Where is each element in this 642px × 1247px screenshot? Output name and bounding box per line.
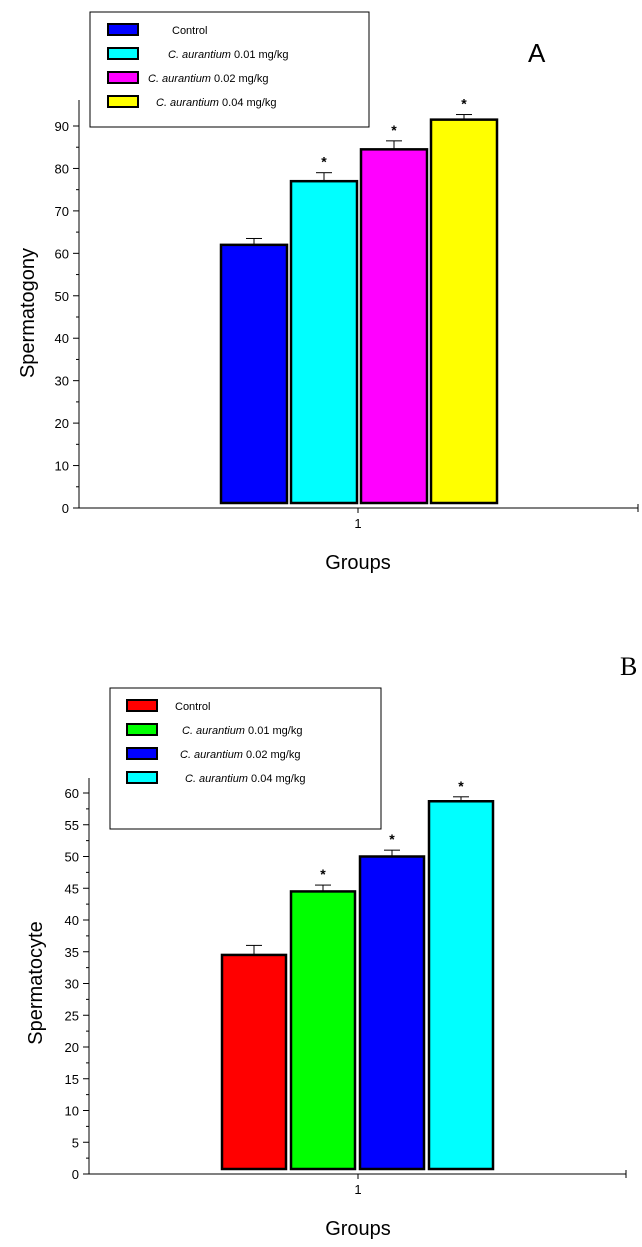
- legend-label: C. aurantium 0.04 mg/kg: [156, 97, 276, 109]
- y-tick-label: 15: [65, 1072, 79, 1087]
- legend: Control C. aurantium 0.01 mg/kg C. auranti…: [89, 11, 370, 128]
- bar-4: [429, 118, 499, 505]
- legend-swatch-1: [126, 699, 158, 712]
- bar-3: [358, 855, 426, 1171]
- x-tick-label: 1: [354, 516, 361, 531]
- y-tick-label: 20: [55, 416, 69, 431]
- y-tick-label: 60: [55, 246, 69, 261]
- y-tick-label: 50: [65, 850, 79, 865]
- y-tick-label: 50: [55, 289, 69, 304]
- bar-2: [289, 179, 359, 505]
- legend-swatch-2: [126, 723, 158, 736]
- y-tick-label: 0: [72, 1167, 79, 1182]
- y-tick-label: 5: [72, 1135, 79, 1150]
- y-tick-label: 60: [65, 786, 79, 801]
- y-tick-label: 40: [55, 331, 69, 346]
- bar-1: [220, 953, 288, 1171]
- panel-label: B: [620, 652, 637, 681]
- y-tick-label: 40: [65, 913, 79, 928]
- legend: Control C. aurantium 0.01 mg/kg C. auranti…: [109, 687, 382, 830]
- legend-label: C. aurantium 0.02 mg/kg: [148, 73, 268, 85]
- y-tick-label: 25: [65, 1008, 79, 1023]
- legend-swatch-4: [126, 771, 158, 784]
- y-tick-label: 70: [55, 204, 69, 219]
- bar-1: [219, 243, 289, 505]
- legend-label: Control: [175, 701, 210, 713]
- legend-label: Control: [172, 25, 207, 37]
- x-tick-label: 1: [354, 1182, 361, 1197]
- significance-star: *: [391, 122, 397, 138]
- legend-label: C. aurantium 0.01 mg/kg: [182, 725, 302, 737]
- y-tick-label: 20: [65, 1040, 79, 1055]
- y-tick-label: 90: [55, 119, 69, 134]
- legend-label: C. aurantium 0.04 mg/kg: [185, 773, 305, 785]
- legend-swatch-2: [107, 47, 139, 60]
- y-tick-label: 10: [55, 459, 69, 474]
- legend-label: C. aurantium 0.02 mg/kg: [180, 749, 300, 761]
- y-tick-label: 45: [65, 881, 79, 896]
- legend-swatch-3: [126, 747, 158, 760]
- legend-label: C. aurantium 0.01 mg/kg: [168, 49, 288, 61]
- y-tick-label: 55: [65, 818, 79, 833]
- y-tick-label: 30: [55, 374, 69, 389]
- y-tick-label: 80: [55, 161, 69, 176]
- y-tick-label: 0: [62, 501, 69, 516]
- legend-swatch-3: [107, 71, 139, 84]
- x-axis-label: Groups: [325, 1218, 391, 1240]
- y-axis-label: Spermatocyte: [25, 921, 47, 1044]
- significance-star: *: [389, 831, 395, 847]
- y-tick-label: 30: [65, 977, 79, 992]
- y-axis-label: Spermatogony: [17, 248, 39, 378]
- significance-star: *: [458, 778, 464, 794]
- significance-star: *: [461, 96, 467, 112]
- legend-swatch-1: [107, 23, 139, 36]
- significance-star: *: [320, 866, 326, 882]
- y-tick-label: 10: [65, 1104, 79, 1119]
- bar-3: [359, 148, 429, 505]
- y-tick-label: 35: [65, 945, 79, 960]
- significance-star: *: [321, 154, 327, 170]
- x-axis-label: Groups: [325, 552, 391, 574]
- bar-2: [289, 890, 357, 1171]
- panel-label: A: [528, 38, 546, 68]
- legend-swatch-4: [107, 95, 139, 108]
- chart-a: 0 10 20 30 40 50 60 70 80 90 1 * * * Groups Spermatogon…: [17, 11, 639, 574]
- chart-b: 0 5 10 15 20 25 30 35 40 45 50 55 60 1 * * * Groups Sperma…: [25, 652, 637, 1240]
- bar-4: [427, 800, 495, 1171]
